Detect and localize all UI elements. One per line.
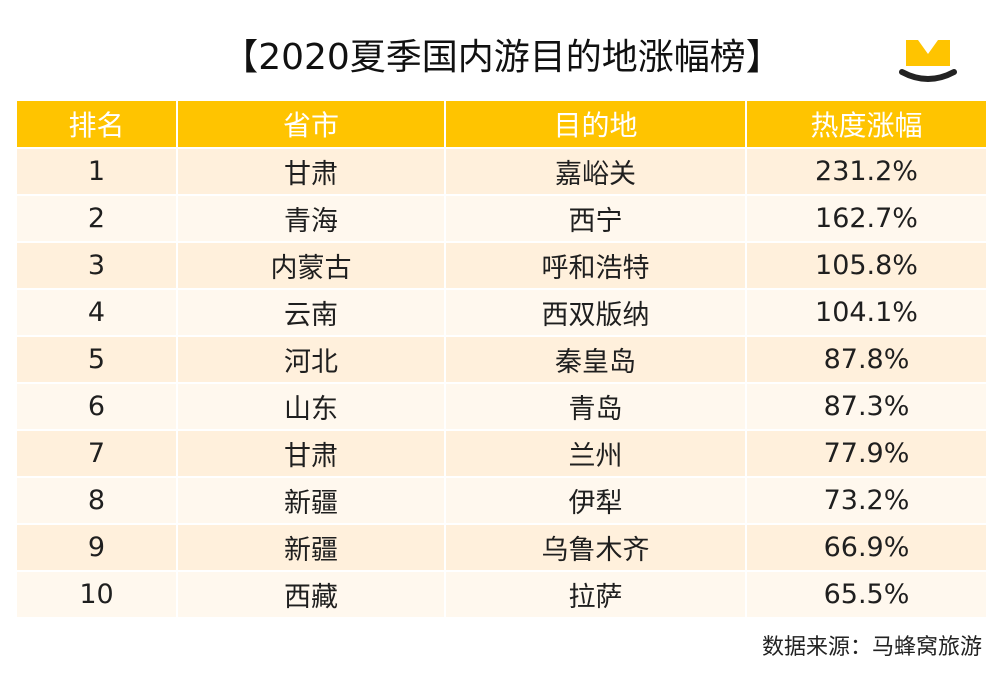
cell-heat: 65.5% [745, 571, 986, 619]
table-row: 10 西藏 拉萨 65.5% [17, 571, 986, 619]
cell-destination: 秦皇岛 [444, 336, 746, 384]
cell-rank: 8 [17, 477, 177, 525]
cell-heat: 162.7% [745, 195, 986, 243]
cell-heat: 105.8% [745, 242, 986, 290]
cell-province: 青海 [176, 195, 445, 243]
cell-destination: 伊犁 [444, 477, 746, 525]
cell-destination: 兰州 [444, 430, 746, 478]
cell-rank: 7 [17, 430, 177, 478]
cell-destination: 拉萨 [444, 571, 746, 619]
cell-destination: 乌鲁木齐 [444, 524, 746, 572]
cell-rank: 2 [17, 195, 177, 243]
table-row: 6 山东 青岛 87.3% [17, 383, 986, 431]
cell-rank: 5 [17, 336, 177, 384]
cell-province: 山东 [176, 383, 445, 431]
cell-heat: 87.8% [745, 336, 986, 384]
table-row: 4 云南 西双版纳 104.1% [17, 289, 986, 337]
table-body: 1 甘肃 嘉峪关 231.2% 2 青海 西宁 162.7% 3 内蒙古 呼和浩特 105.8% 4 云南… [17, 148, 986, 619]
cell-province: 河北 [176, 336, 445, 384]
ranking-table: 排名 省市 目的地 热度涨幅 1 甘肃 嘉峪关 231.2% 2 青海 西宁 162.7% 3 内… [17, 101, 986, 619]
page-title: 【2020夏季国内游目的地涨幅榜】 [222, 37, 782, 78]
cell-rank: 9 [17, 524, 177, 572]
table-row: 7 甘肃 兰州 77.9% [17, 430, 986, 478]
cell-heat: 77.9% [745, 430, 986, 478]
cell-province: 新疆 [176, 477, 445, 525]
table-row: 9 新疆 乌鲁木齐 66.9% [17, 524, 986, 572]
cell-heat: 231.2% [745, 148, 986, 196]
cell-province: 云南 [176, 289, 445, 337]
cell-destination: 嘉峪关 [444, 148, 746, 196]
column-header-rank: 排名 [17, 101, 177, 149]
cell-province: 新疆 [176, 524, 445, 572]
cell-rank: 1 [17, 148, 177, 196]
cell-heat: 73.2% [745, 477, 986, 525]
table-row: 5 河北 秦皇岛 87.8% [17, 336, 986, 384]
table-row: 2 青海 西宁 162.7% [17, 195, 986, 243]
table-row: 8 新疆 伊犁 73.2% [17, 477, 986, 525]
table-header-row: 排名 省市 目的地 热度涨幅 [17, 101, 986, 149]
cell-heat: 104.1% [745, 289, 986, 337]
cell-rank: 10 [17, 571, 177, 619]
table-row: 1 甘肃 嘉峪关 231.2% [17, 148, 986, 196]
cell-province: 甘肃 [176, 430, 445, 478]
column-header-province: 省市 [176, 101, 445, 149]
column-header-destination: 目的地 [444, 101, 746, 149]
cell-rank: 4 [17, 289, 177, 337]
column-header-heat: 热度涨幅 [745, 101, 986, 149]
cell-rank: 6 [17, 383, 177, 431]
cell-destination: 西双版纳 [444, 289, 746, 337]
cell-province: 内蒙古 [176, 242, 445, 290]
data-source: 数据来源：马蜂窝旅游 [761, 635, 982, 660]
mafengwo-logo-icon [899, 40, 957, 82]
cell-destination: 呼和浩特 [444, 242, 746, 290]
cell-province: 甘肃 [176, 148, 445, 196]
table-row: 3 内蒙古 呼和浩特 105.8% [17, 242, 986, 290]
cell-heat: 66.9% [745, 524, 986, 572]
cell-destination: 青岛 [444, 383, 746, 431]
cell-province: 西藏 [176, 571, 445, 619]
cell-heat: 87.3% [745, 383, 986, 431]
cell-destination: 西宁 [444, 195, 746, 243]
cell-rank: 3 [17, 242, 177, 290]
